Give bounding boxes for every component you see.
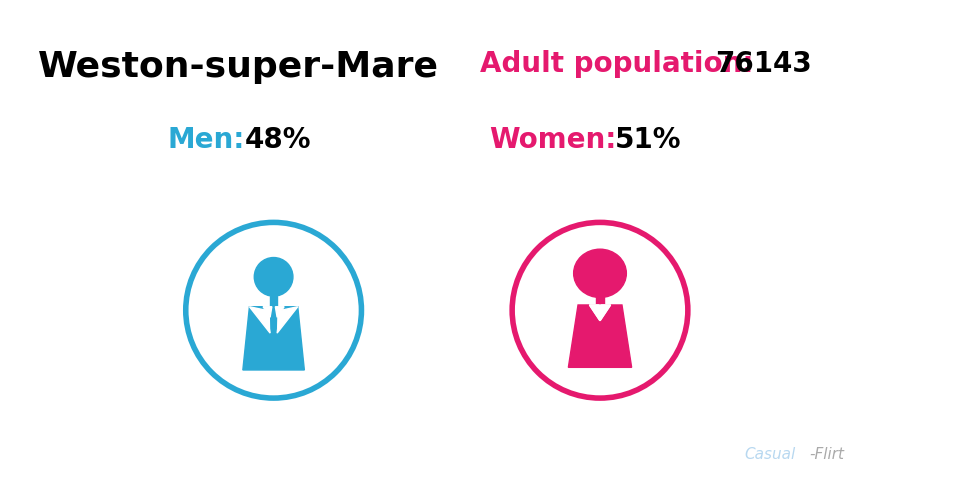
- Text: Adult population:: Adult population:: [480, 50, 754, 78]
- Text: 48%: 48%: [245, 125, 311, 153]
- Polygon shape: [568, 305, 632, 368]
- Bar: [596, 297, 604, 305]
- Polygon shape: [243, 307, 304, 370]
- Polygon shape: [263, 307, 272, 318]
- Polygon shape: [277, 307, 298, 334]
- Text: 76143: 76143: [715, 50, 812, 78]
- Polygon shape: [250, 307, 270, 334]
- Text: Women:: Women:: [490, 125, 617, 153]
- Polygon shape: [276, 307, 284, 318]
- Polygon shape: [600, 305, 611, 321]
- Text: Casual: Casual: [744, 446, 795, 461]
- Circle shape: [598, 323, 602, 327]
- Text: Men:: Men:: [168, 125, 246, 153]
- Text: -Flirt: -Flirt: [809, 446, 844, 461]
- Bar: [270, 297, 277, 307]
- Ellipse shape: [574, 249, 626, 298]
- Text: Weston-super-Mare: Weston-super-Mare: [38, 50, 440, 84]
- Circle shape: [584, 264, 616, 297]
- Polygon shape: [589, 305, 611, 321]
- Polygon shape: [589, 305, 600, 321]
- Text: 51%: 51%: [614, 125, 681, 153]
- Polygon shape: [271, 312, 276, 342]
- Circle shape: [254, 258, 293, 297]
